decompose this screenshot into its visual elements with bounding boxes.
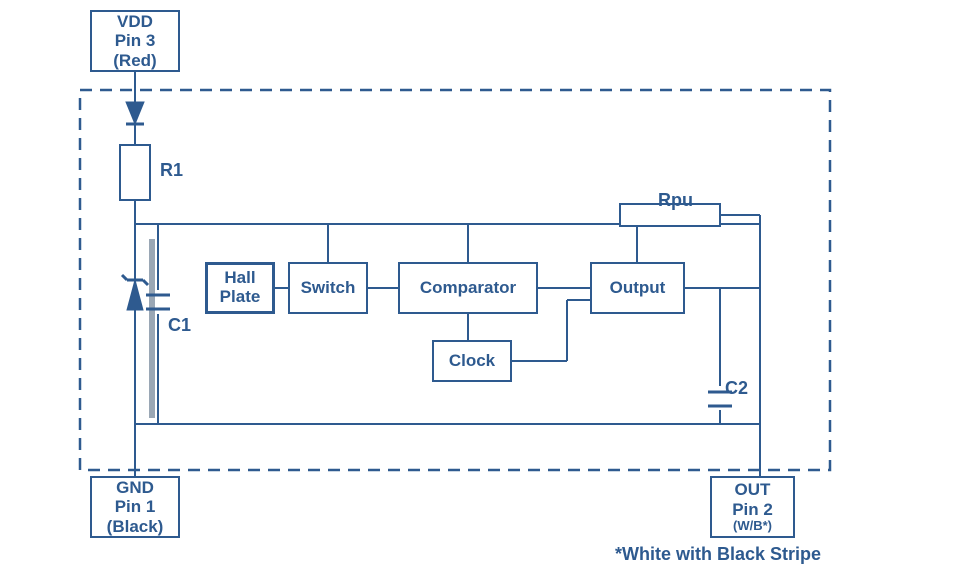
block-output: Output: [590, 262, 685, 314]
terminal-gnd-l3: (Black): [92, 517, 178, 537]
block-hall-label: HallPlate: [220, 269, 261, 306]
terminal-vdd-l2: Pin 3: [92, 31, 178, 51]
label-rpu: Rpu: [658, 190, 693, 211]
terminal-out: OUT Pin 2 (W/B*): [710, 476, 795, 538]
label-c1: C1: [168, 315, 191, 336]
terminal-vdd: VDD Pin 3 (Red): [90, 10, 180, 72]
circuit-diagram: VDD Pin 3 (Red) GND Pin 1 (Black) OUT Pi…: [60, 10, 880, 570]
terminal-out-l1: OUT: [712, 480, 793, 500]
block-clock-label: Clock: [449, 352, 495, 371]
terminal-out-l2: Pin 2: [712, 500, 793, 520]
terminal-out-l3: (W/B*): [712, 519, 793, 534]
footnote: *White with Black Stripe: [615, 544, 821, 565]
terminal-vdd-l1: VDD: [92, 12, 178, 32]
block-clock: Clock: [432, 340, 512, 382]
block-comparator: Comparator: [398, 262, 538, 314]
block-comp-label: Comparator: [420, 279, 516, 298]
block-output-label: Output: [610, 279, 666, 298]
label-c2: C2: [725, 378, 748, 399]
terminal-gnd-l2: Pin 1: [92, 497, 178, 517]
label-r1: R1: [160, 160, 183, 181]
block-hall-plate: HallPlate: [205, 262, 275, 314]
terminal-gnd-l1: GND: [92, 478, 178, 498]
block-switch: Switch: [288, 262, 368, 314]
terminal-vdd-l3: (Red): [92, 51, 178, 71]
terminal-gnd: GND Pin 1 (Black): [90, 476, 180, 538]
block-switch-label: Switch: [301, 279, 356, 298]
